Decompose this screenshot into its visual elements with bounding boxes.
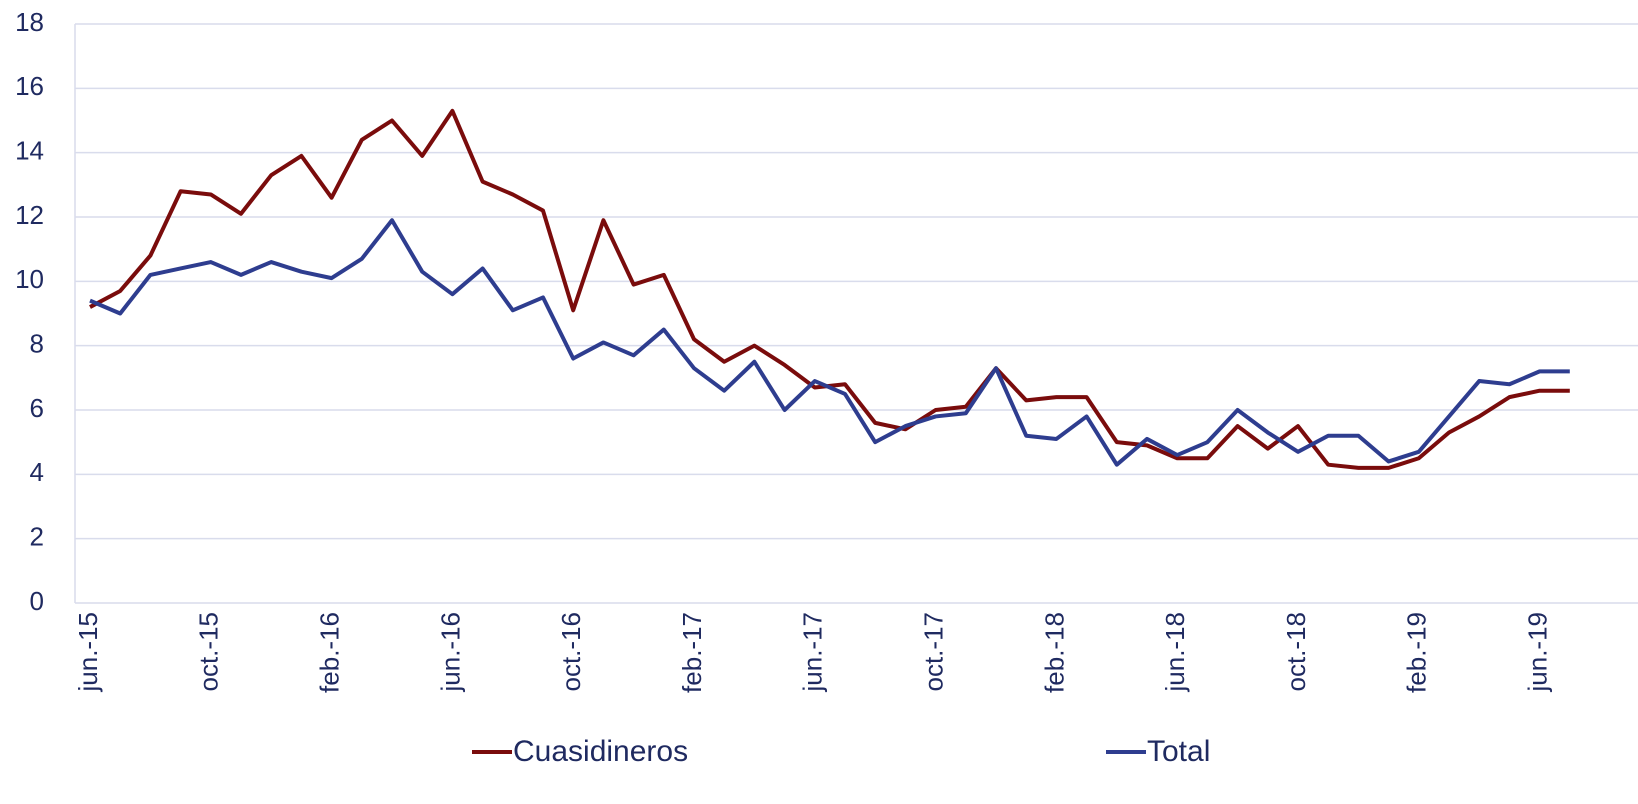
y-tick-label: 16 (15, 71, 44, 101)
x-tick-label: jun.-15 (73, 612, 103, 693)
y-tick-label: 18 (15, 7, 44, 37)
legend-label: Cuasidineros (513, 735, 688, 768)
x-tick-label: oct.-15 (194, 612, 224, 692)
x-tick-label: jun.-17 (798, 612, 828, 693)
y-tick-label: 4 (30, 457, 44, 487)
y-tick-label: 14 (15, 136, 44, 166)
x-tick-label: feb.-16 (314, 612, 344, 693)
y-tick-label: 12 (15, 200, 44, 230)
x-tick-label: oct.-17 (918, 612, 948, 692)
x-tick-label: feb.-17 (677, 612, 707, 693)
y-tick-label: 0 (30, 586, 44, 616)
line-series (89, 218, 1570, 467)
y-tick-label: 10 (15, 264, 44, 294)
x-tick-label: oct.-18 (1281, 612, 1311, 692)
x-tick-label: feb.-18 (1039, 612, 1069, 693)
y-tick-label: 8 (30, 329, 44, 359)
x-tick-label: jun.-16 (435, 612, 465, 693)
y-tick-label: 2 (30, 522, 44, 552)
legend-label: Total (1147, 735, 1210, 768)
x-tick-label: oct.-16 (556, 612, 586, 692)
x-tick-label: jun.-18 (1160, 612, 1190, 693)
x-tick-label: feb.-19 (1402, 612, 1432, 693)
x-tick-label: jun.-19 (1522, 612, 1552, 693)
line-series (89, 108, 1570, 470)
y-tick-label: 6 (30, 393, 44, 423)
